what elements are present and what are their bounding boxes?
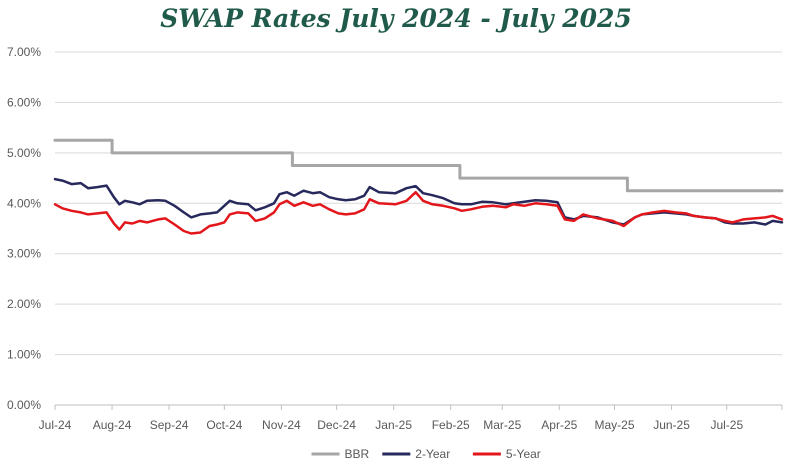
y-tick-label: 5.00%	[7, 146, 41, 160]
axes: 0.00% 1.00% 2.00% 3.00% 4.00% 5.00% 6.00% 7.00%…	[7, 45, 783, 432]
x-tick-label: May-25	[595, 418, 635, 432]
series-lines	[53, 138, 784, 235]
x-tick-label: Nov-24	[262, 418, 301, 432]
y-tick-label: 2.00%	[7, 297, 41, 311]
grid-lines	[55, 51, 782, 356]
x-tick-label: Aug-24	[93, 418, 132, 432]
x-tick-label: Dec-24	[317, 418, 356, 432]
x-tick-label: Jul-24	[39, 418, 72, 432]
legend-label-2-year: 2-Year	[415, 447, 450, 461]
chart-title: SWAP Rates July 2024 - July 2025	[160, 4, 632, 33]
y-tick-label: 7.00%	[7, 45, 41, 59]
series-line-5-year	[53, 190, 784, 235]
legend-label-bbr: BBR	[345, 447, 370, 461]
y-tick-label: 3.00%	[7, 247, 41, 261]
series-line-bbr	[53, 138, 784, 193]
x-tick-label: Jul-25	[710, 418, 743, 432]
x-tick-label: Apr-25	[541, 418, 577, 432]
x-tick-label: Jun-25	[653, 418, 690, 432]
y-tick-label: 1.00%	[7, 348, 41, 362]
x-tick-label: Sep-24	[150, 418, 189, 432]
x-tick-label: Mar-25	[483, 418, 521, 432]
y-tick-label: 6.00%	[7, 95, 41, 109]
legend: BBR 2-Year 5-Year	[311, 447, 541, 461]
x-tick-label: Jan-25	[375, 418, 412, 432]
y-tick-label: 0.00%	[7, 398, 41, 412]
x-tick-label: Feb-25	[432, 418, 470, 432]
x-tick-label: Oct-24	[206, 418, 242, 432]
y-tick-label: 4.00%	[7, 196, 41, 210]
legend-label-5-year: 5-Year	[506, 447, 541, 461]
